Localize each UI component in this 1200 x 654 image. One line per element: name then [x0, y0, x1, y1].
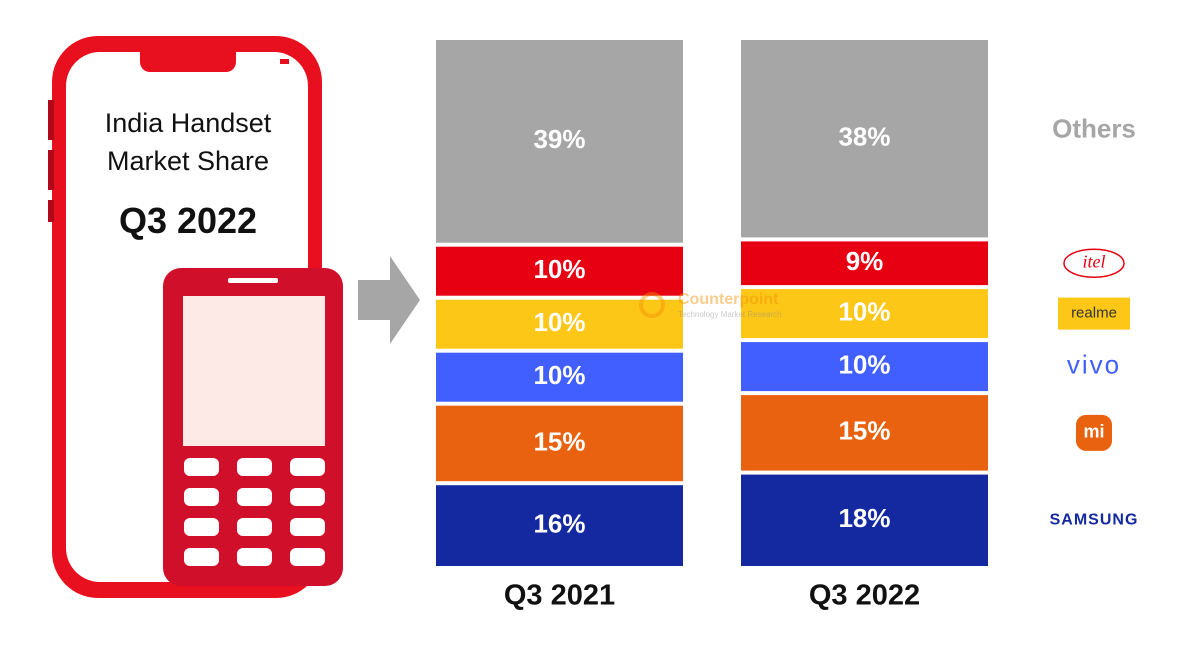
legend-label: realme [1071, 305, 1117, 322]
feature-phone-illustration [163, 268, 343, 586]
legend-swatch [1076, 414, 1112, 451]
x-tick-label: Q3 2021 [504, 580, 615, 612]
data-label: 9% [846, 246, 884, 276]
legend-label: SAMSUNG [1050, 512, 1139, 529]
bar-segment [741, 241, 988, 286]
bar-segment [741, 474, 988, 566]
legend-label: mi [1083, 422, 1104, 442]
bar-segment [436, 352, 683, 402]
legend-label: itel [1083, 251, 1106, 271]
bar-segment [436, 405, 683, 482]
bars: 16% 15% 10% 10% 10% 39% Q3 2021 18% 15% 10% 10% 9% 3… [436, 40, 1139, 612]
data-label: 15% [533, 426, 585, 456]
bar-segment [741, 289, 988, 339]
data-label: 10% [838, 349, 890, 379]
bar-segment [436, 40, 683, 243]
data-label: 38% [838, 122, 890, 152]
arrow [358, 256, 420, 344]
data-label: 10% [533, 307, 585, 337]
watermark: Counterpoint Technology Market Research [639, 291, 782, 319]
bar-segment [741, 40, 988, 238]
bar-segment [436, 246, 683, 296]
data-label: 10% [838, 296, 890, 326]
bar-segment [741, 395, 988, 471]
data-label: 16% [533, 508, 585, 538]
legend-swatch [1063, 248, 1125, 278]
bar-segment [741, 342, 988, 392]
data-label: 18% [838, 503, 890, 533]
watermark-text: Counterpoint [678, 291, 779, 308]
bar-segment [436, 299, 683, 349]
watermark-tagline: Technology Market Research [678, 310, 782, 319]
title: India Handset Market Share [104, 108, 272, 176]
legend-swatch [1058, 297, 1130, 330]
data-label: 10% [533, 254, 585, 284]
subtitle: Q3 2022 [118, 200, 258, 241]
data-label: 15% [838, 416, 890, 446]
data-label: 39% [533, 124, 585, 154]
data-label: 10% [533, 360, 585, 390]
legend-label: Others [1052, 114, 1136, 144]
bar-segment [436, 485, 683, 566]
x-tick-label: Q3 2022 [809, 580, 920, 612]
legend-label: vivo [1067, 349, 1121, 379]
